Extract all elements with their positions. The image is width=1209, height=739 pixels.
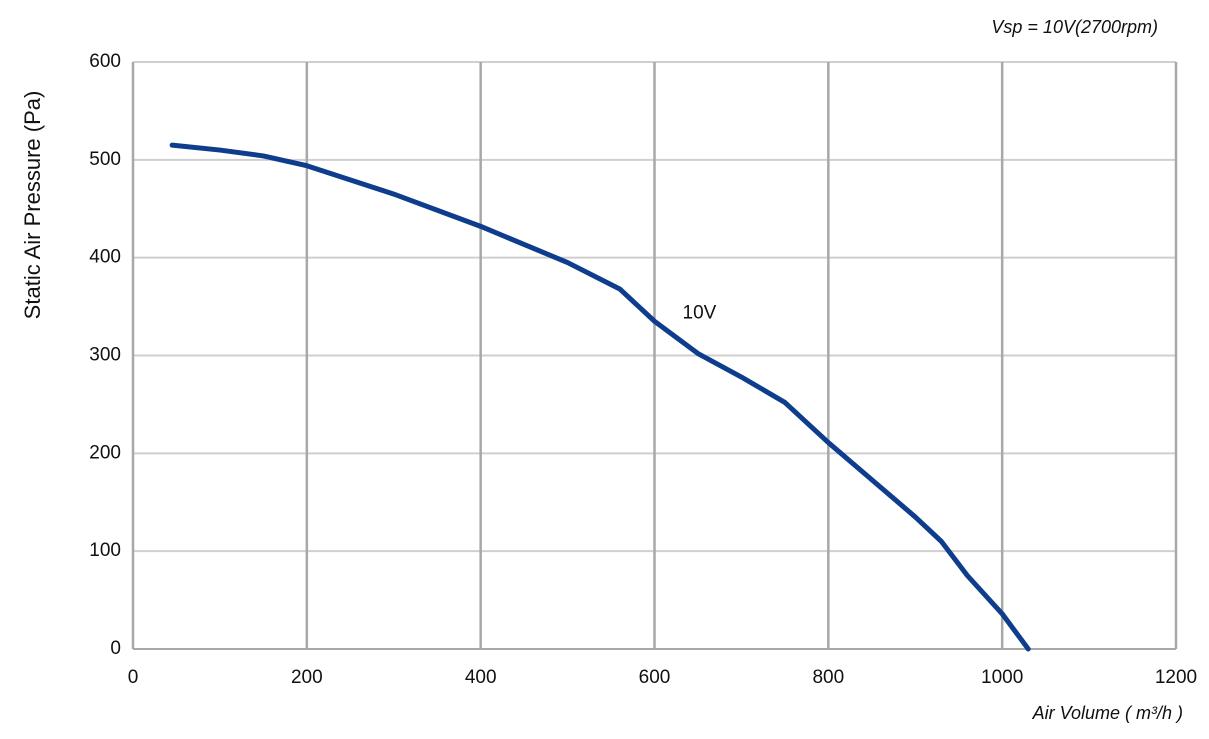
x-tick-label: 400 xyxy=(465,667,497,688)
x-tick-label: 600 xyxy=(639,667,671,688)
y-axis-label: Static Air Pressure (Pa) xyxy=(20,91,45,320)
y-tick-label: 300 xyxy=(89,345,121,366)
x-tick-label: 1000 xyxy=(981,667,1023,688)
y-tick-label: 200 xyxy=(89,442,121,463)
x-tick-label: 1200 xyxy=(1155,667,1197,688)
x-tick-label: 200 xyxy=(291,667,323,688)
series-label: 10V xyxy=(683,302,717,323)
data-line xyxy=(169,142,1031,652)
y-tick-label: 100 xyxy=(89,540,121,561)
y-tick-label: 400 xyxy=(89,247,121,268)
x-tick-label: 0 xyxy=(128,667,139,688)
y-tick-label: 600 xyxy=(89,51,121,72)
chart-subtitle: Vsp = 10V(2700rpm) xyxy=(991,17,1158,37)
x-axis-label: Air Volume ( m³/h ) xyxy=(1032,703,1183,723)
y-tick-label: 0 xyxy=(110,638,121,659)
x-tick-label: 800 xyxy=(812,667,844,688)
y-tick-label: 500 xyxy=(89,149,121,170)
